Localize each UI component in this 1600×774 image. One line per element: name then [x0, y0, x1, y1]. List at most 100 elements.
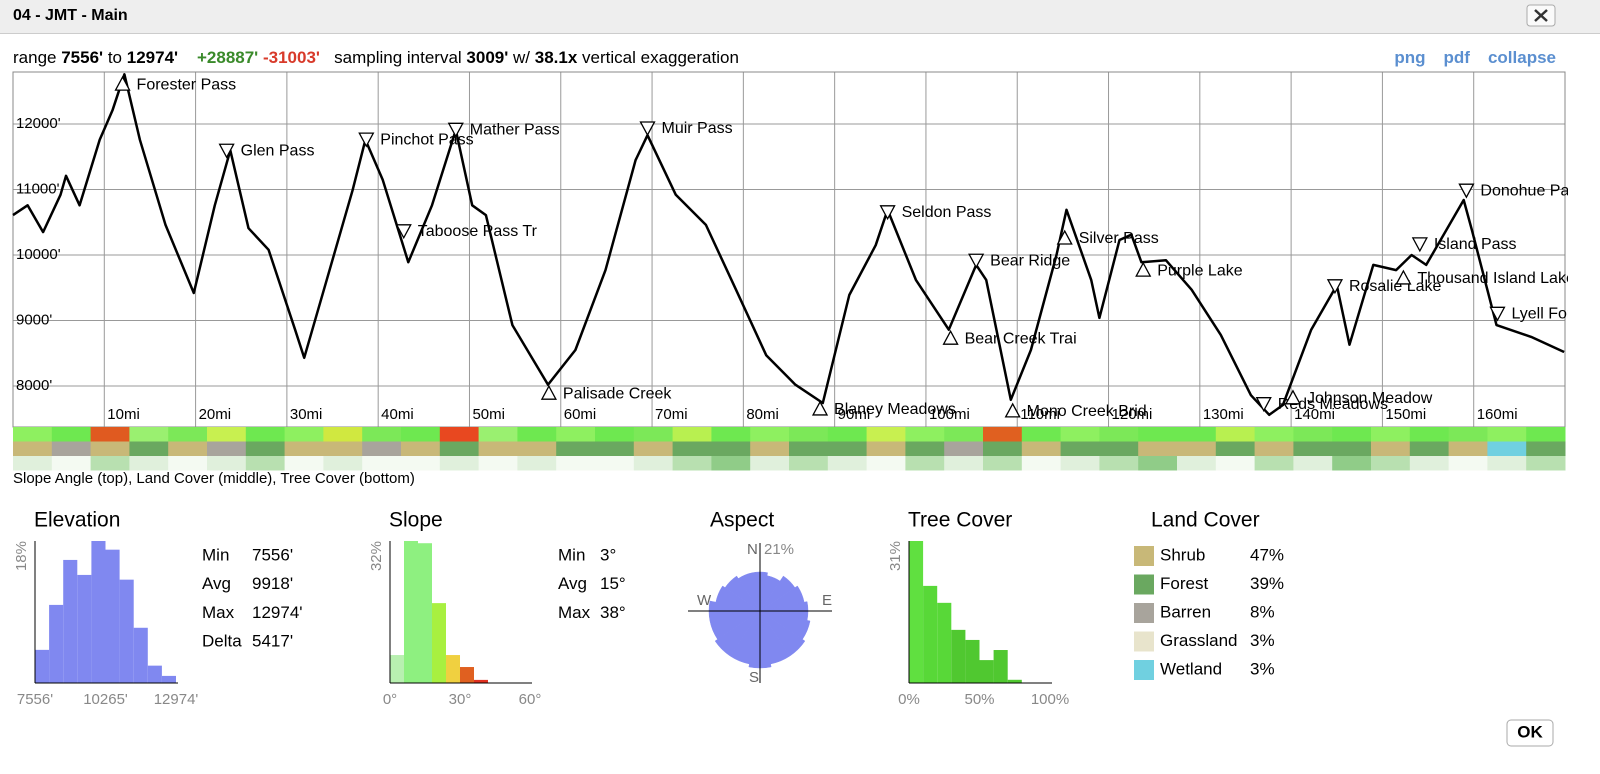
ok-button[interactable]: OK — [1506, 719, 1554, 747]
waypoint-label: Island Pass — [1434, 236, 1517, 253]
waypoint-marker — [447, 122, 464, 138]
strip-cell — [595, 441, 635, 456]
rose-sector — [724, 575, 761, 612]
legend-name: Forest — [1160, 574, 1208, 593]
stat-label: Avg — [202, 574, 231, 593]
x-tick-label: 0° — [383, 691, 397, 708]
text: sampling interval — [334, 48, 462, 67]
strip-cell — [51, 427, 92, 442]
strip-cell — [90, 441, 130, 456]
strip-cell — [168, 456, 208, 471]
strip-cell — [129, 441, 169, 456]
strip-cell — [401, 427, 441, 442]
link[interactable]: pdf — [1443, 48, 1470, 67]
text: range — [13, 48, 57, 67]
waypoint-label: Purple Lake — [1157, 262, 1242, 279]
histogram-bar — [937, 602, 952, 683]
y-tick-label: 9000' — [16, 311, 52, 328]
close-button[interactable] — [1526, 4, 1556, 27]
rose-sector — [714, 610, 761, 657]
stat-label: Min — [202, 545, 229, 564]
strip-cell — [129, 456, 169, 471]
histogram-bar — [35, 649, 50, 683]
value: 38.1x — [534, 48, 578, 67]
strip-cell — [90, 427, 130, 442]
waypoint-label: Silver Pass — [1079, 230, 1159, 247]
strip-cell — [284, 427, 324, 442]
x-tick-label: 100% — [1031, 691, 1069, 708]
strip-cell — [129, 427, 169, 442]
strip-cell — [1060, 427, 1100, 442]
legend-title: Land Cover — [1151, 509, 1260, 532]
strip-cell — [633, 456, 674, 471]
legend-name: Grassland — [1160, 631, 1237, 650]
strip-cell — [827, 427, 868, 442]
elevation-line — [12, 73, 1565, 417]
x-tick-label: 130mi — [1203, 406, 1244, 423]
strip-cell — [207, 427, 247, 442]
strip-cell — [1021, 456, 1062, 471]
strip-cell — [711, 456, 751, 471]
y-tick-label: 32% — [368, 541, 385, 571]
summary: range 7556' to 12974' +28887' -31003' sa… — [13, 48, 739, 68]
strip-cell — [866, 456, 906, 471]
histogram-bar — [404, 541, 418, 683]
strip-cell — [944, 456, 984, 471]
stat-label: Max — [558, 603, 591, 622]
waypoint-marker — [114, 75, 131, 91]
strip-cell — [750, 441, 790, 456]
strip-cell — [1254, 441, 1294, 456]
strip-cell — [905, 456, 945, 471]
waypoint-marker — [1255, 397, 1272, 413]
strip-cell — [789, 441, 829, 456]
plot-border — [12, 71, 1566, 428]
waypoint-label: Taboose Pass Tr — [418, 223, 538, 240]
waypoint-marker — [1056, 229, 1073, 245]
strip-cell — [1487, 427, 1527, 442]
waypoint-marker — [1326, 279, 1344, 295]
strip-cell — [866, 427, 906, 442]
strip-cell — [245, 427, 286, 442]
strip-cell — [1332, 441, 1372, 456]
legend-name: Wetland — [1160, 659, 1222, 678]
x-tick-label: 20mi — [199, 406, 232, 423]
x-tick-label: 160mi — [1477, 406, 1518, 423]
ok-label[interactable]: OK — [1517, 722, 1543, 741]
strip-cell — [711, 427, 751, 442]
strip-cell — [944, 441, 984, 456]
waypoint-marker — [358, 132, 375, 148]
stat-value: 15° — [600, 574, 626, 593]
histogram-bar — [993, 650, 1008, 683]
strip-cell — [362, 456, 402, 471]
strip-cell — [478, 427, 518, 442]
strip-cell — [556, 441, 596, 456]
strip-cell — [827, 441, 868, 456]
strip-cell — [1371, 427, 1411, 442]
strip-cell — [1526, 441, 1566, 456]
strip-cell — [1060, 456, 1100, 471]
histogram-bar — [63, 559, 78, 683]
x-tick-label: 70mi — [655, 406, 688, 423]
x-tick-label: 10265' — [83, 691, 128, 708]
waypoint-marker — [811, 400, 829, 416]
histogram-bar — [418, 543, 432, 683]
link[interactable]: png — [1394, 48, 1426, 67]
legend-value: 47% — [1250, 545, 1284, 564]
strip-cell — [517, 427, 557, 442]
waypoint-marker — [395, 224, 412, 240]
waypoint-marker — [879, 205, 896, 221]
stat-value: 5417' — [252, 632, 293, 651]
x-tick-label: 150mi — [1385, 406, 1426, 423]
stat-value: 12974' — [252, 603, 303, 622]
strip-cell — [672, 441, 712, 456]
x-tick-label: 60° — [519, 691, 542, 708]
strip-cell — [168, 427, 208, 442]
link[interactable]: collapse — [1487, 48, 1556, 67]
strip-cell — [478, 456, 518, 471]
y-tick-label: 8000' — [16, 377, 52, 394]
strip-cell — [1293, 427, 1333, 442]
waypoint-label: Glen Pass — [241, 142, 315, 159]
strip-cell — [439, 427, 480, 442]
strip-cell — [1293, 441, 1333, 456]
